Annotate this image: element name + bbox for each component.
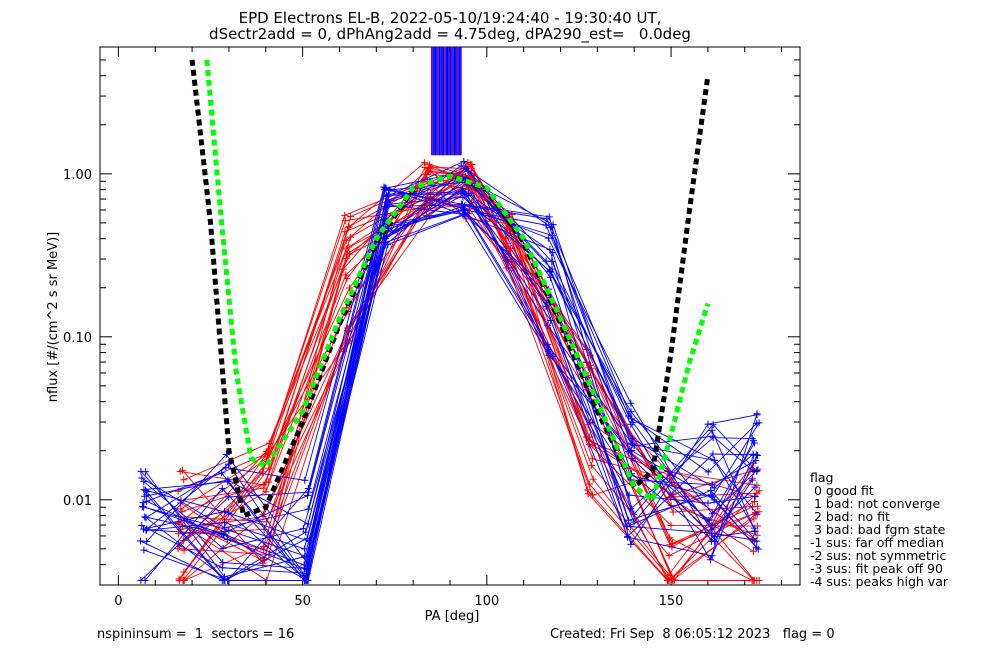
series-line xyxy=(178,174,756,557)
series-line xyxy=(177,183,757,582)
x-tick-label: 0 xyxy=(114,594,122,609)
x-tick-label: 150 xyxy=(659,594,684,609)
series-line xyxy=(180,196,760,581)
legend-item: 2 bad: no fit xyxy=(810,509,890,524)
legend-item: 1 bad: not converge xyxy=(810,496,941,511)
series-line xyxy=(142,187,759,582)
vertical-lines xyxy=(430,47,462,156)
footer-left: nspininsum = 1 sectors = 16 xyxy=(97,627,295,642)
x-tick-label: 100 xyxy=(474,594,499,609)
series-line xyxy=(177,167,753,581)
x-axis-label: PA [deg] xyxy=(425,609,480,624)
series-line xyxy=(180,173,755,577)
legend-item: -2 sus: not symmetric xyxy=(810,548,947,563)
chart-series xyxy=(137,59,763,584)
y-tick-label: 0.10 xyxy=(63,331,92,346)
y-axis-label: nflux [#/(cm^2 s sr MeV)] xyxy=(46,232,61,402)
series-red xyxy=(174,158,763,584)
y-tick-label: 0.01 xyxy=(63,494,92,509)
fit-curve-green xyxy=(204,59,711,504)
legend-item: 0 good fit xyxy=(810,483,874,498)
series-blue xyxy=(137,157,763,584)
chart-title-line1: EPD Electrons EL-B, 2022-05-10/19:24:40 … xyxy=(238,9,662,27)
x-tick-label: 50 xyxy=(294,594,311,609)
series-line xyxy=(141,191,758,574)
series-line xyxy=(146,190,756,581)
legend-item: 3 bad: bad fgm state xyxy=(810,522,946,537)
legend-item: -4 sus: peaks high var xyxy=(810,574,949,589)
chart-title-line2: dSectr2add = 0, dPhAng2add = 4.75deg, dP… xyxy=(209,25,691,43)
legend-item: -1 sus: far off median xyxy=(810,535,944,550)
legend-title: flag xyxy=(810,470,834,485)
series-line xyxy=(145,186,754,526)
y-tick-label: 1.00 xyxy=(63,168,92,183)
legend-item: -3 sus: fit peak off 90 xyxy=(810,561,943,576)
footer-right: Created: Fri Sep 8 06:05:12 2023 flag = … xyxy=(550,627,835,642)
